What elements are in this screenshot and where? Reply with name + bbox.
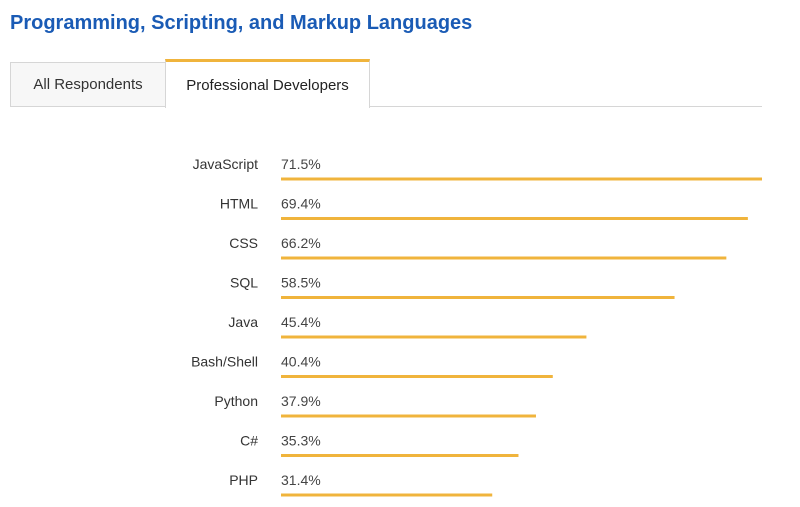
category-label-sql: SQL <box>230 275 258 291</box>
category-label-javascript: JavaScript <box>193 156 258 172</box>
bar-javascript <box>281 177 762 181</box>
bar-bash-shell <box>281 375 553 378</box>
bar-css <box>281 256 727 260</box>
value-label-python: 37.9% <box>281 393 321 409</box>
value-label-bash-shell: 40.4% <box>281 354 321 370</box>
bar-php <box>281 493 493 497</box>
tab-professional-developers[interactable]: Professional Developers <box>165 59 370 108</box>
tab-divider <box>10 106 762 107</box>
category-label-bash-shell: Bash/Shell <box>191 354 258 370</box>
bar-python <box>281 414 536 418</box>
bar-java <box>281 335 587 339</box>
category-label-php: PHP <box>229 472 258 488</box>
category-label-css: CSS <box>229 235 258 251</box>
bar-html <box>281 217 748 220</box>
value-label-java: 45.4% <box>281 314 321 330</box>
bar-sql <box>281 296 675 299</box>
category-label-html: HTML <box>220 196 258 212</box>
value-label-sql: 58.5% <box>281 275 321 291</box>
bar-csharp <box>281 454 519 457</box>
value-label-php: 31.4% <box>281 472 321 488</box>
value-label-csharp: 35.3% <box>281 433 321 449</box>
category-label-python: Python <box>214 393 258 409</box>
respondent-tabs: All Respondents Professional Developers <box>10 59 762 108</box>
section-title: Programming, Scripting, and Markup Langu… <box>10 12 473 34</box>
value-label-css: 66.2% <box>281 235 321 251</box>
value-label-html: 69.4% <box>281 196 321 212</box>
category-label-java: Java <box>228 314 258 330</box>
value-label-javascript: 71.5% <box>281 156 321 172</box>
category-label-csharp: C# <box>240 433 258 449</box>
